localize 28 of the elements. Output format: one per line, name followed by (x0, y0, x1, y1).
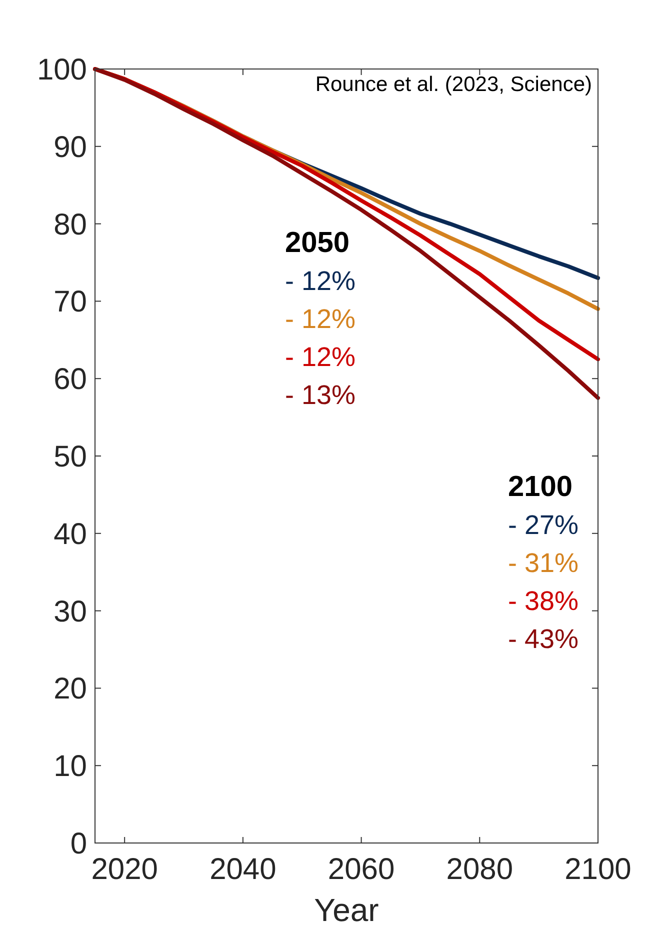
x-tick-label: 2020 (91, 853, 158, 886)
y-tick-label: 60 (54, 363, 87, 396)
annotation: 2100 (508, 471, 573, 503)
x-tick-label: 2040 (210, 853, 276, 886)
annotation: - 38% (508, 586, 579, 616)
annotation: - 43% (508, 624, 579, 654)
annotation: 2050 (285, 227, 350, 259)
annotation: - 13% (285, 380, 356, 410)
annotation: - 27% (508, 510, 579, 540)
y-tick-label: 90 (54, 130, 87, 164)
y-tick-label: 100 (36, 54, 87, 86)
x-axis-title: Year (314, 892, 380, 928)
y-tick-label: 50 (54, 440, 87, 474)
x-tick-label: 2080 (446, 853, 514, 886)
annotation: Rounce et al. (2023, Science) (315, 73, 592, 96)
annotation: - 12% (285, 342, 356, 372)
y-tick-label: 70 (54, 286, 87, 319)
y-tick-label: 80 (54, 208, 87, 242)
y-tick-label: 30 (54, 595, 87, 628)
annotation: - 12% (285, 304, 356, 334)
annotation: - 12% (285, 266, 356, 296)
y-tick-label: 20 (54, 672, 87, 706)
annotation: - 31% (508, 548, 579, 578)
y-tick-label: 0 (70, 828, 87, 860)
x-tick-label: 2100 (564, 853, 632, 886)
x-tick-label: 2060 (328, 853, 395, 886)
y-tick-label: 10 (54, 750, 87, 784)
y-tick-label: 40 (54, 518, 87, 551)
